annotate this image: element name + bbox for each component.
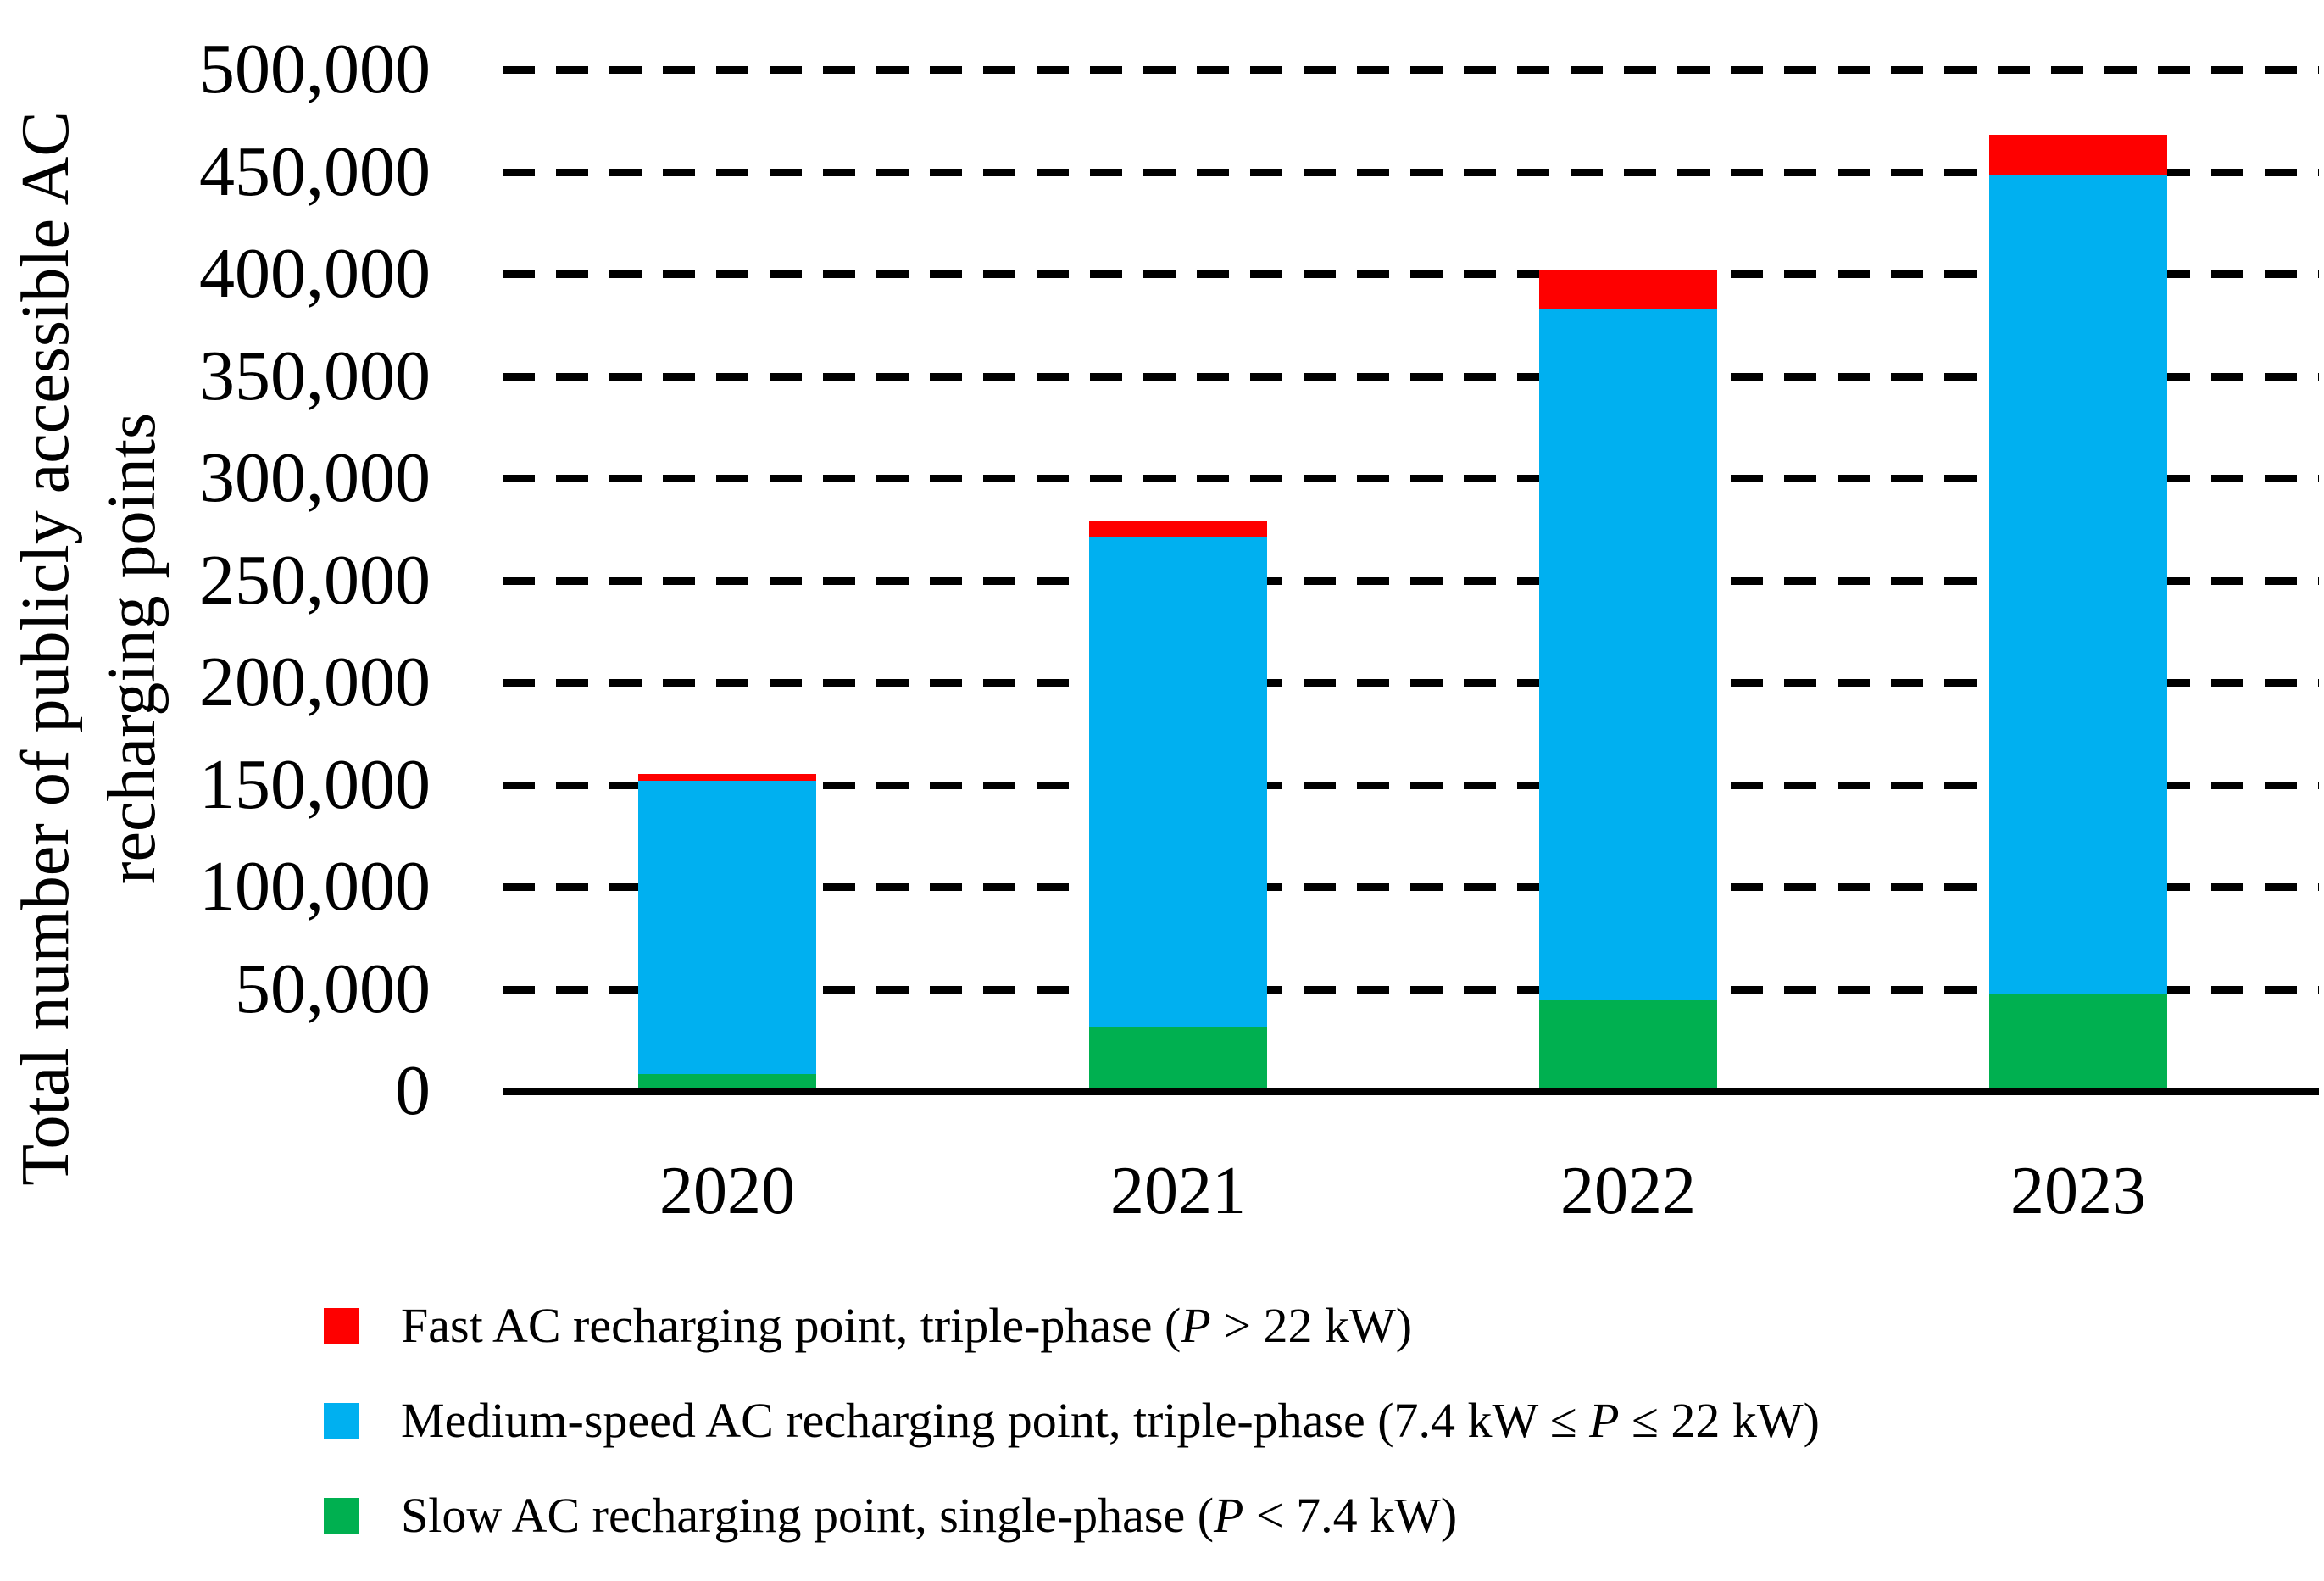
- y-axis-title-line2: recharging points: [95, 412, 170, 885]
- bar-segment-2023-slow: [1989, 994, 2167, 1091]
- y-tick-label-200000: 200,000: [199, 643, 431, 721]
- bar-segment-2020-fast: [638, 773, 816, 781]
- bar-segment-2022-fast: [1539, 270, 1717, 309]
- legend-label-text: Slow AC recharging point, single-phase (: [401, 1488, 1215, 1543]
- gridline-250000: [503, 576, 2319, 585]
- legend-swatch-blue: [324, 1403, 359, 1439]
- y-tick-label-350000: 350,000: [199, 336, 431, 415]
- y-tick-label-400000: 400,000: [199, 234, 431, 313]
- legend-label-text: Fast AC recharging point, triple-phase (: [401, 1298, 1181, 1353]
- legend-label-text: < 7.4 kW): [1243, 1488, 1458, 1543]
- bar-segment-2022-medium-speed: [1539, 308, 1717, 1000]
- gridline-50000: [503, 985, 2319, 994]
- x-tick-label-2020: 2020: [659, 1154, 795, 1228]
- y-tick-label-500000: 500,000: [199, 30, 431, 109]
- y-tick-label-250000: 250,000: [199, 540, 431, 620]
- bar-segment-2023-fast: [1989, 135, 2167, 175]
- y-axis-title: Total number of publicly accessible AC r…: [3, 34, 175, 1263]
- legend-label-text: ≤ 22 kW): [1619, 1393, 1820, 1448]
- y-axis-title-line1: Total number of publicly accessible AC: [8, 111, 83, 1186]
- y-tick-label-450000: 450,000: [199, 131, 431, 211]
- legend-item-medium-ac: Medium-speed AC recharging point, triple…: [324, 1394, 1820, 1448]
- y-tick-label-50000: 50,000: [235, 949, 431, 1028]
- legend-label-medium-ac: Medium-speed AC recharging point, triple…: [401, 1394, 1820, 1448]
- bar-segment-2020-medium-speed: [638, 780, 816, 1074]
- bar-segment-2022-slow: [1539, 999, 1717, 1091]
- legend-label-fast-ac: Fast AC recharging point, triple-phase (…: [401, 1299, 1412, 1353]
- gridline-350000: [503, 372, 2319, 381]
- bar-segment-2023-medium-speed: [1989, 175, 2167, 994]
- gridline-450000: [503, 168, 2319, 176]
- gridline-400000: [503, 270, 2319, 278]
- gridline-150000: [503, 781, 2319, 789]
- legend-label-var: P: [1214, 1488, 1244, 1543]
- legend-item-fast-ac: Fast AC recharging point, triple-phase (…: [324, 1299, 1412, 1353]
- y-tick-label-150000: 150,000: [199, 744, 431, 824]
- y-tick-label-300000: 300,000: [199, 438, 431, 517]
- legend-label-var: P: [1181, 1298, 1211, 1353]
- gridline-500000: [503, 66, 2319, 74]
- legend-label-text: > 22 kW): [1210, 1298, 1413, 1353]
- bar-segment-2021-slow: [1089, 1027, 1267, 1091]
- y-tick-label-100000: 100,000: [199, 847, 431, 926]
- legend-label-slow-ac: Slow AC recharging point, single-phase (…: [401, 1489, 1457, 1543]
- gridline-200000: [503, 679, 2319, 687]
- legend-swatch-green: [324, 1498, 359, 1534]
- x-tick-label-2022: 2022: [1560, 1154, 1696, 1228]
- legend-item-slow-ac: Slow AC recharging point, single-phase (…: [324, 1489, 1457, 1543]
- gridline-100000: [503, 883, 2319, 891]
- legend-swatch-red: [324, 1308, 359, 1344]
- y-tick-label-0: 0: [395, 1051, 431, 1130]
- legend-label-var: P: [1589, 1393, 1620, 1448]
- x-tick-label-2023: 2023: [2010, 1154, 2146, 1228]
- bar-segment-2020-slow: [638, 1073, 816, 1091]
- x-axis-line: [503, 1088, 2319, 1095]
- gridline-300000: [503, 475, 2319, 482]
- legend-label-text: Medium-speed AC recharging point, triple…: [401, 1393, 1590, 1448]
- bar-segment-2021-fast: [1089, 520, 1267, 537]
- x-tick-label-2021: 2021: [1110, 1154, 1246, 1228]
- bar-segment-2021-medium-speed: [1089, 537, 1267, 1028]
